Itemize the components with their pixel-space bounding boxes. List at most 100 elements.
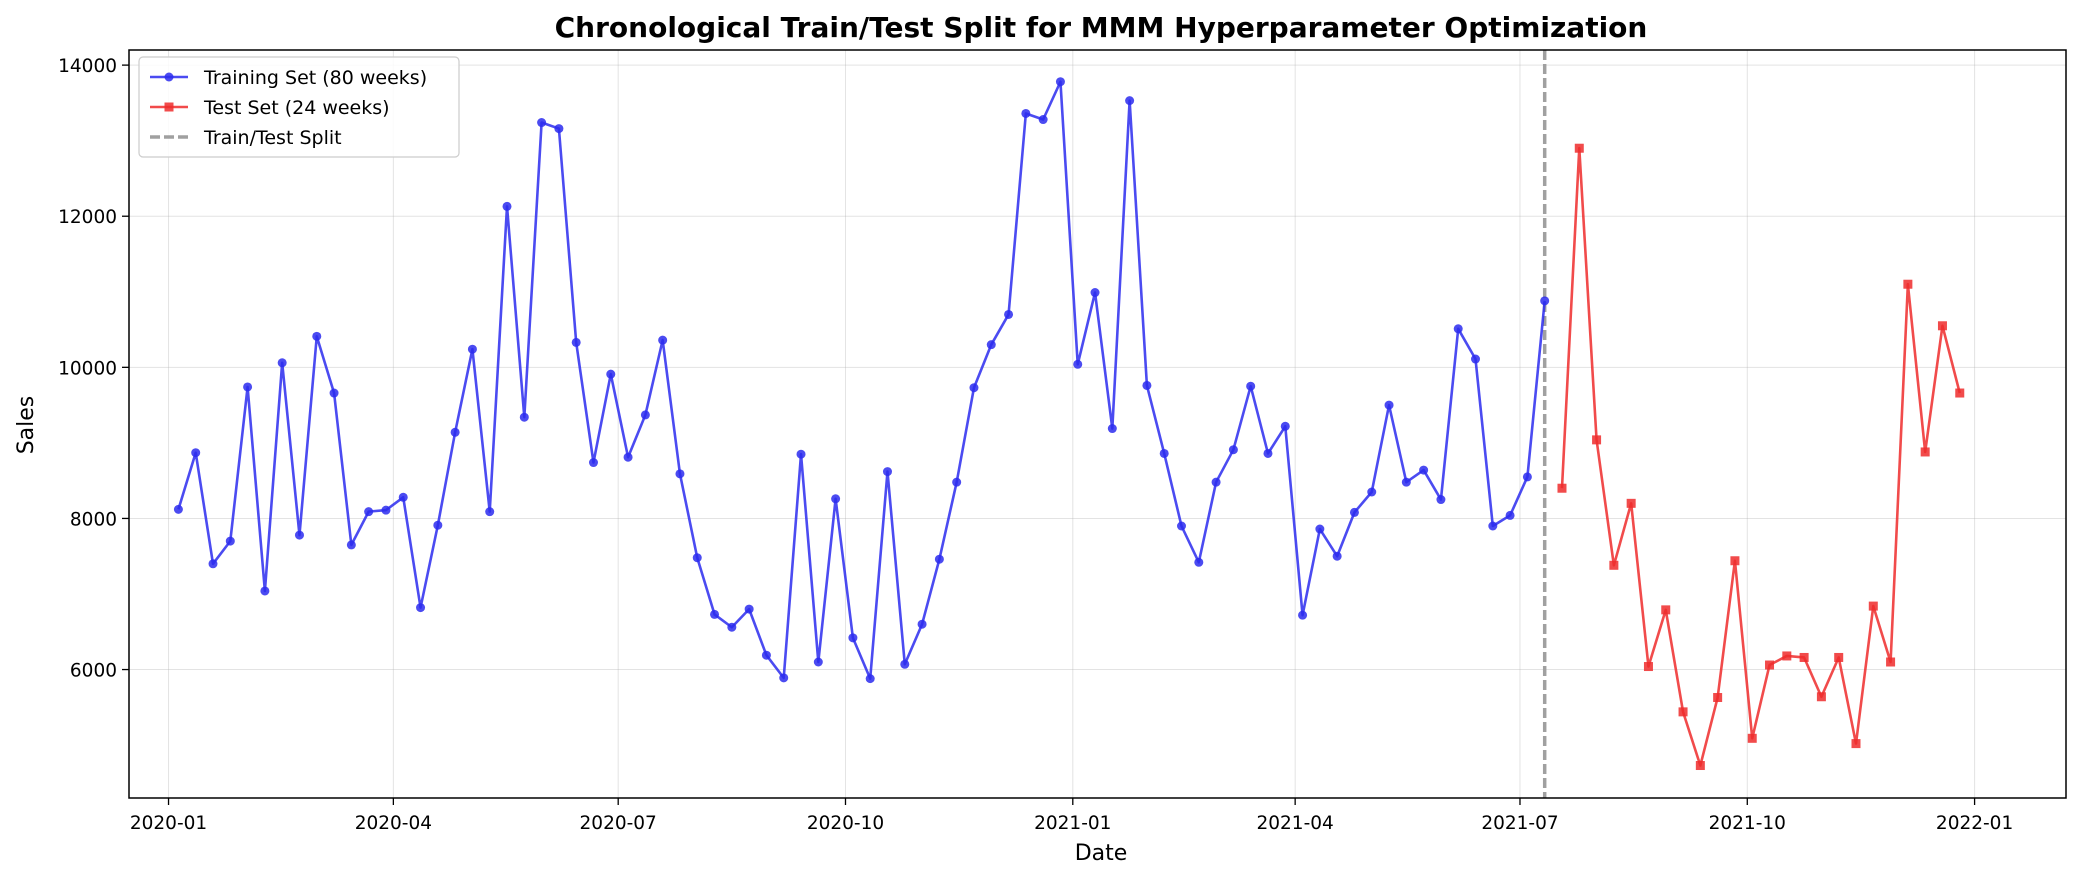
- y-tick-label: 6000: [70, 661, 117, 682]
- training-data-point: [969, 383, 979, 393]
- x-tick-label: 2020-04: [355, 813, 432, 834]
- training-data-point: [1211, 477, 1221, 487]
- training-data-point: [831, 494, 841, 504]
- training-data-point: [208, 559, 218, 569]
- test-data-point: [1834, 652, 1844, 662]
- training-data-point: [952, 477, 962, 487]
- x-tick-label: 2020-10: [807, 813, 884, 834]
- training-data-point: [1488, 521, 1498, 531]
- test-data-point: [1730, 556, 1740, 566]
- training-data-point: [243, 382, 253, 392]
- test-data-point: [1592, 435, 1602, 445]
- training-data-point: [882, 467, 892, 477]
- legend-split-label: Train/Test Split: [203, 127, 342, 149]
- x-tick-label: 2021-07: [1481, 813, 1558, 834]
- test-data-point: [1765, 660, 1775, 670]
- x-axis: 2020-01 2020-04 2020-07 2020-10 2021-01 2021-…: [130, 798, 2013, 834]
- test-data-point: [1643, 662, 1653, 672]
- test-series-line: [1560, 146, 1962, 767]
- training-data-point: [312, 331, 322, 341]
- training-data-point: [710, 609, 720, 619]
- training-data-point: [1401, 477, 1411, 487]
- training-data-point: [1280, 421, 1290, 431]
- test-data-point: [1903, 279, 1913, 289]
- test-data-point: [1747, 733, 1757, 743]
- training-data-point: [1263, 448, 1273, 458]
- training-data-point: [485, 507, 495, 517]
- training-data-point: [1177, 521, 1187, 531]
- training-data-point: [1246, 381, 1256, 391]
- x-tick-label: 2021-10: [1709, 813, 1786, 834]
- training-data-point: [381, 505, 391, 515]
- training-data-point: [1367, 487, 1377, 497]
- y-axis-label: Sales: [14, 396, 39, 455]
- x-tick-label: 2020-07: [580, 813, 657, 834]
- training-data-point: [1522, 472, 1532, 482]
- training-data-point: [1419, 465, 1429, 475]
- test-data-point: [1695, 761, 1705, 771]
- training-data-point: [1107, 424, 1117, 434]
- legend-training-label: Training Set (80 weeks): [203, 67, 427, 89]
- training-data-point: [779, 673, 789, 683]
- training-data-point: [1298, 610, 1308, 620]
- test-data-point: [1886, 657, 1896, 667]
- test-data-point: [1678, 707, 1688, 717]
- training-data-point: [1349, 507, 1359, 517]
- training-data-point: [571, 337, 581, 347]
- training-data-point: [813, 657, 823, 667]
- test-data-point: [1937, 321, 1947, 331]
- training-data-point: [1159, 448, 1169, 458]
- test-data-point: [1799, 652, 1809, 662]
- training-data-point: [761, 650, 771, 660]
- training-data-point: [934, 554, 944, 564]
- y-tick-label: 10000: [58, 358, 117, 379]
- training-data-point: [1004, 309, 1014, 319]
- training-data-point: [294, 530, 304, 540]
- training-data-point: [658, 335, 668, 345]
- training-data-point: [1090, 288, 1100, 298]
- test-data-point: [1713, 693, 1723, 703]
- training-data-point: [1453, 324, 1463, 334]
- test-data-point: [1557, 483, 1567, 493]
- test-data-point: [1955, 388, 1965, 398]
- training-data-point: [450, 427, 460, 437]
- training-data-point: [1125, 96, 1135, 106]
- training-data-point: [277, 358, 287, 368]
- training-series-line: [177, 80, 1546, 680]
- grid: [129, 50, 2066, 798]
- test-data-point: [1868, 601, 1878, 611]
- training-data-point: [1384, 400, 1394, 410]
- training-data-point: [225, 536, 235, 546]
- training-data-point: [1073, 359, 1083, 369]
- legend-training-marker: [164, 72, 174, 82]
- legend-box: [138, 56, 460, 158]
- training-data-point: [917, 619, 927, 629]
- training-data-point: [606, 369, 616, 379]
- training-data-point: [744, 604, 754, 614]
- test-data-point: [1816, 692, 1826, 702]
- training-data-point: [1021, 108, 1031, 118]
- training-data-point: [1194, 557, 1204, 567]
- training-data-point: [1471, 354, 1481, 364]
- training-data-point: [1055, 77, 1065, 87]
- x-tick-label: 2021-04: [1256, 813, 1333, 834]
- training-data-point: [329, 388, 339, 398]
- training-data-point: [588, 458, 598, 468]
- training-data-point: [692, 553, 702, 563]
- training-data-point: [865, 674, 875, 684]
- training-data-point: [1505, 510, 1515, 520]
- training-data-point: [1436, 495, 1446, 505]
- training-data-point: [900, 659, 910, 669]
- training-data-point: [191, 448, 201, 458]
- training-data-point: [364, 507, 374, 517]
- training-data-point: [433, 520, 443, 530]
- x-tick-label: 2021-01: [1034, 813, 1111, 834]
- legend-test-label: Test Set (24 weeks): [203, 97, 390, 119]
- training-data-point: [848, 633, 858, 643]
- test-data-point: [1920, 447, 1930, 457]
- test-data-point: [1661, 605, 1671, 615]
- training-data-point: [173, 504, 183, 514]
- legend: Training Set (80 weeks) Test Set (24 wee…: [138, 56, 460, 158]
- test-data-point: [1851, 739, 1861, 749]
